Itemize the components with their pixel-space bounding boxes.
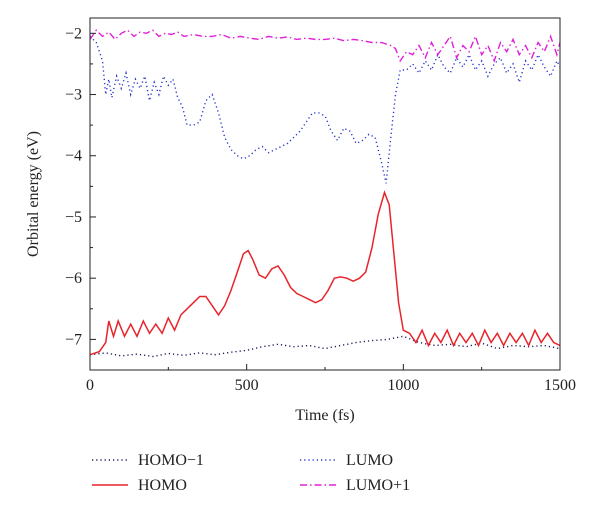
x-tick-label: 1500 (544, 377, 576, 394)
legend-label-1: LUMO (346, 452, 393, 469)
x-tick-label: 0 (86, 377, 94, 394)
y-tick-label: −4 (65, 148, 82, 165)
x-tick-label: 1000 (387, 377, 419, 394)
y-axis-title: Orbital energy (eV) (25, 131, 42, 257)
ticks-layer: 0 500 1000 1500 −7 −6 −5 −4 −3 −2 (65, 25, 576, 394)
y-tick-label: −7 (65, 331, 82, 348)
y-tick-label: −6 (65, 270, 82, 287)
legend-label-0: HOMO−1 (138, 452, 204, 469)
y-tick-label: −3 (65, 87, 82, 104)
x-axis-title: Time (fs) (295, 407, 354, 424)
series-line-2 (89, 35, 561, 184)
plot-frame (89, 17, 561, 371)
y-tick-label: −5 (65, 209, 82, 226)
series-layer (89, 29, 561, 358)
series-line-1 (89, 190, 561, 356)
legend: HOMO−1 LUMO HOMO LUMO+1 (92, 452, 410, 494)
y-tick-label: −2 (65, 25, 82, 42)
legend-label-2: HOMO (138, 477, 187, 494)
x-tick-label: 500 (235, 377, 259, 394)
legend-label-3: LUMO+1 (346, 477, 410, 494)
series-line-3 (89, 29, 561, 63)
